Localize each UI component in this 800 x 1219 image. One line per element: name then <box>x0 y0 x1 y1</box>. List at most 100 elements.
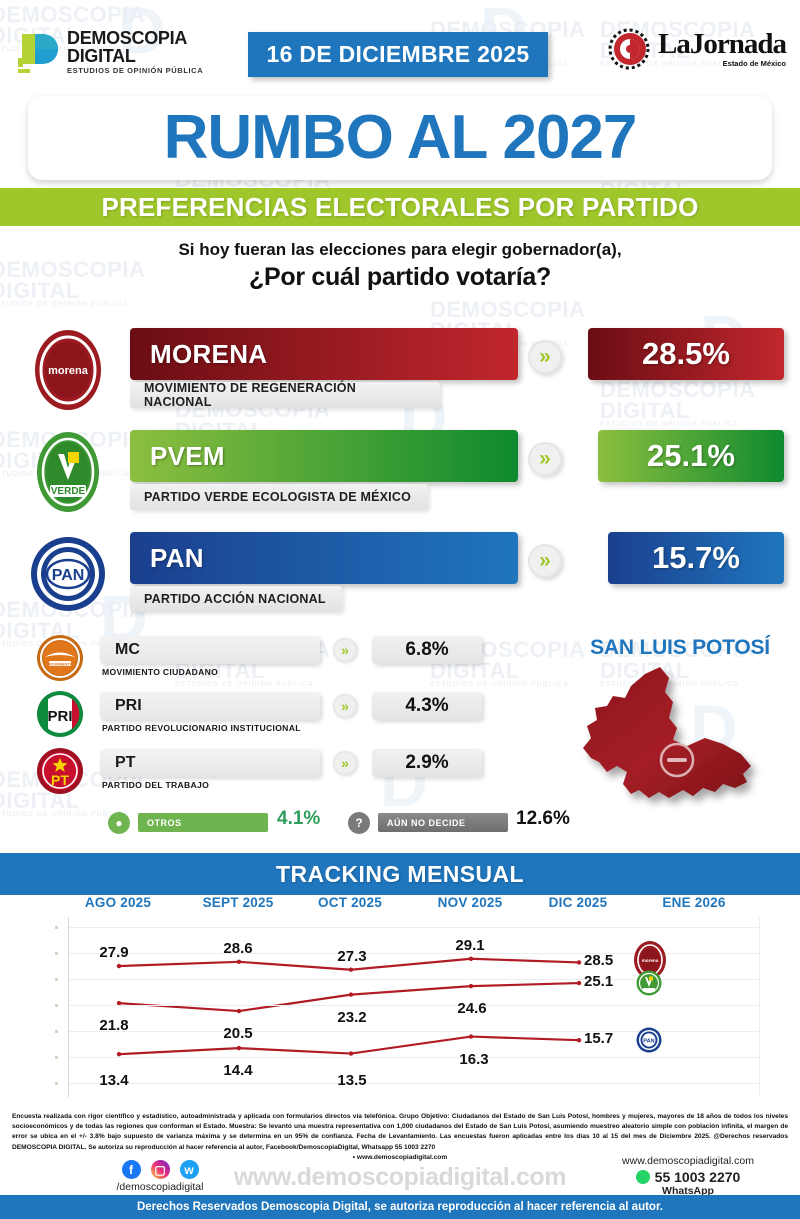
party-abbr-small: PT <box>100 749 320 777</box>
chart-y-tick <box>55 926 58 929</box>
contact-url[interactable]: www.demoscopiadigital.com <box>622 1155 754 1167</box>
title-card: RUMBO AL 2027 <box>28 96 772 180</box>
party-abbr-small: PRI <box>100 692 320 720</box>
chart-month-label: NOV 2025 <box>437 895 503 910</box>
chart-value-label: 24.6 <box>457 1000 487 1018</box>
rights-bar: Derechos Reservados Demoscopia Digital, … <box>0 1195 800 1219</box>
party-row: morena MORENA MOVIMIENTO DE REGENERACIÓN N… <box>0 322 800 418</box>
chart-y-tick <box>55 1056 58 1059</box>
svg-text:MOVIMIENTO: MOVIMIENTO <box>47 662 73 667</box>
chart-series-line <box>118 981 580 1013</box>
partner-name: LaJornada <box>658 28 787 61</box>
chart-value-label: 28.6 <box>223 939 253 957</box>
chart-data-point <box>348 967 354 972</box>
methodology-url: • www.demoscopiadigital.com <box>352 1153 448 1161</box>
pan-logo-icon: PAN <box>636 1027 662 1053</box>
chart-end-value-label: 28.5 <box>584 952 614 970</box>
party-abbr: PAN <box>150 542 204 573</box>
whatsapp-icon <box>635 1170 650 1184</box>
chart-gridline <box>69 1005 759 1006</box>
facebook-icon[interactable]: f <box>121 1160 141 1179</box>
chart-data-point <box>236 1008 242 1014</box>
party-row: VERDE PVEM PARTIDO VERDE ECOLOGISTA DE MÉX… <box>0 424 800 520</box>
chart-data-point <box>116 1051 122 1057</box>
chart-month-label: ENE 2026 <box>662 895 726 910</box>
tracking-band-label: TRACKING MENSUAL <box>276 860 524 887</box>
mc-logo-icon: MOVIMIENTO <box>36 634 84 682</box>
party-percentage: 25.1% <box>598 430 784 482</box>
chart-y-tick <box>55 978 58 981</box>
question-line-2: ¿Por cuál partido votaría? <box>249 263 551 291</box>
others-row: ● OTROS 4.1% ? AÚN NO DECIDE 12.6% <box>0 808 570 838</box>
chart-y-tick <box>55 952 58 955</box>
chart-value-label: 13.4 <box>99 1072 129 1090</box>
gear-icon <box>606 26 652 72</box>
section-band: PREFERENCIAS ELECTORALES POR PARTIDO <box>0 188 800 226</box>
morena-logo-icon: morena <box>26 328 110 412</box>
pt-logo-icon: PT <box>36 747 84 795</box>
chart-data-point <box>348 992 354 997</box>
chart-value-label: 29.1 <box>455 936 485 954</box>
party-full-name-small: PARTIDO REVOLUCIONARIO INSTITUCIONAL <box>102 723 301 733</box>
contact-block: www.demoscopiadigital.com 55 1003 2270 W… <box>588 1155 788 1197</box>
social-handle: /demoscopiadigital <box>116 1181 204 1193</box>
pri-logo-icon: PRI <box>36 690 84 738</box>
chevron-right-icon: » <box>528 544 562 578</box>
svg-text:PAN: PAN <box>643 1039 654 1045</box>
section-band-label: PREFERENCIAS ELECTORALES POR PARTIDO <box>101 191 699 222</box>
chart-data-point <box>576 960 582 965</box>
chart-lines <box>116 956 582 1057</box>
lajornada-logo: LaJornada Estado de México <box>606 26 787 72</box>
chart-data-point <box>116 1000 122 1006</box>
chart-end-value-label: 15.7 <box>584 1030 614 1048</box>
chart-gridline <box>69 927 759 928</box>
rights-text: Derechos Reservados Demoscopia Digital, … <box>136 1201 663 1213</box>
undecided-label: AÚN NO DECIDE <box>387 817 466 828</box>
svg-text:PT: PT <box>51 772 69 788</box>
chart-end-value-label: 25.1 <box>584 973 614 991</box>
tracking-chart: AGO 2025 SEPT 2025 OCT 2025 NOV 2025 DIC 202… <box>0 895 800 1105</box>
svg-text:PRI: PRI <box>47 708 72 725</box>
party-percentage: 28.5% <box>588 328 784 380</box>
chart-value-label: 21.8 <box>99 1017 129 1035</box>
party-abbr: MORENA <box>150 338 268 369</box>
chart-data-point <box>236 1045 242 1051</box>
tracking-band: TRACKING MENSUAL <box>0 853 800 895</box>
party-abbr: PVEM <box>150 440 225 471</box>
otros-label: OTROS <box>147 817 182 828</box>
brand-line-1: DEMOSCOPIA <box>67 28 188 49</box>
methodology-text: Encuesta realizada con rigor científico … <box>12 1113 788 1151</box>
chart-data-point <box>576 980 582 986</box>
morena-logo-icon: morena <box>633 940 667 980</box>
chart-value-label: 23.2 <box>337 1008 367 1026</box>
date-badge: 16 DE DICIEMBRE 2025 <box>248 32 548 77</box>
undecided-value: 12.6% <box>516 808 570 829</box>
chevron-right-icon: » <box>333 694 357 718</box>
demoscopia-logo-mark <box>16 28 60 76</box>
party-full-name-small: MOVIMIENTO CIUDADANO <box>102 667 219 677</box>
party-full-name-small: PARTIDO DEL TRABAJO <box>102 780 210 790</box>
chart-month-label: AGO 2025 <box>84 895 152 910</box>
chart-data-point <box>468 1034 474 1039</box>
instagram-icon[interactable]: ▢ <box>150 1160 170 1179</box>
chart-y-tick <box>55 1082 58 1085</box>
pan-logo-icon: PAN <box>26 532 110 616</box>
map-title: SAN LUIS POTOSÍ <box>590 636 770 659</box>
party-percentage-small: 6.8% <box>372 636 482 664</box>
question-line-1: Si hoy fueran las elecciones para elegir… <box>178 240 622 259</box>
otros-bar: OTROS <box>138 813 268 832</box>
svg-text:PAN: PAN <box>52 567 85 584</box>
chart-data-point <box>468 983 474 989</box>
state-map-block: SAN LUIS POTOSÍ <box>560 636 800 836</box>
question-block: Si hoy fueran las elecciones para elegir… <box>0 240 800 292</box>
demoscopia-logo: DEMOSCOPIA DIGITAL ESTUDIOS DE OPINIÓN P… <box>16 28 203 76</box>
pvem-logo-icon <box>636 970 662 996</box>
header-bar: DEMOSCOPIA DIGITAL ESTUDIOS DE OPINIÓN P… <box>0 0 800 96</box>
chart-x-axis-labels: AGO 2025 SEPT 2025 OCT 2025 NOV 2025 DIC 202… <box>0 895 800 917</box>
twitter-icon[interactable]: w <box>179 1160 199 1179</box>
chart-month-label: DIC 2025 <box>548 895 608 910</box>
chart-gridline <box>69 953 759 954</box>
partner-sub: Estado de México <box>722 59 786 69</box>
svg-text:morena: morena <box>642 958 659 963</box>
